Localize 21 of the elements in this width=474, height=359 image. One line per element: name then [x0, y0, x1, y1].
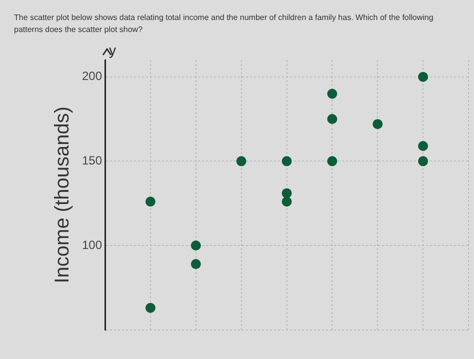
chart-title: The scatter plot below shows data relating total income and the number of children a family has. Which of the following patterns does the scatter plot show?: [14, 12, 434, 36]
point: [236, 156, 246, 166]
y-tick-label: 200: [82, 69, 102, 84]
point: [282, 156, 292, 166]
point: [418, 72, 428, 82]
y-axis-title: Income (thousands): [52, 106, 74, 284]
point: [145, 196, 156, 207]
point: [418, 141, 428, 151]
point: [327, 156, 338, 166]
point: [145, 302, 156, 313]
y-tick-label: 100: [82, 238, 102, 252]
point: [418, 156, 428, 166]
point: [327, 88, 338, 99]
point: [327, 114, 338, 124]
text: y: [109, 42, 116, 58]
y-tick-label: 150: [82, 153, 102, 168]
point: [372, 119, 383, 130]
point: [190, 259, 201, 270]
point: [282, 188, 292, 198]
point: [282, 196, 292, 207]
point: [190, 240, 201, 250]
